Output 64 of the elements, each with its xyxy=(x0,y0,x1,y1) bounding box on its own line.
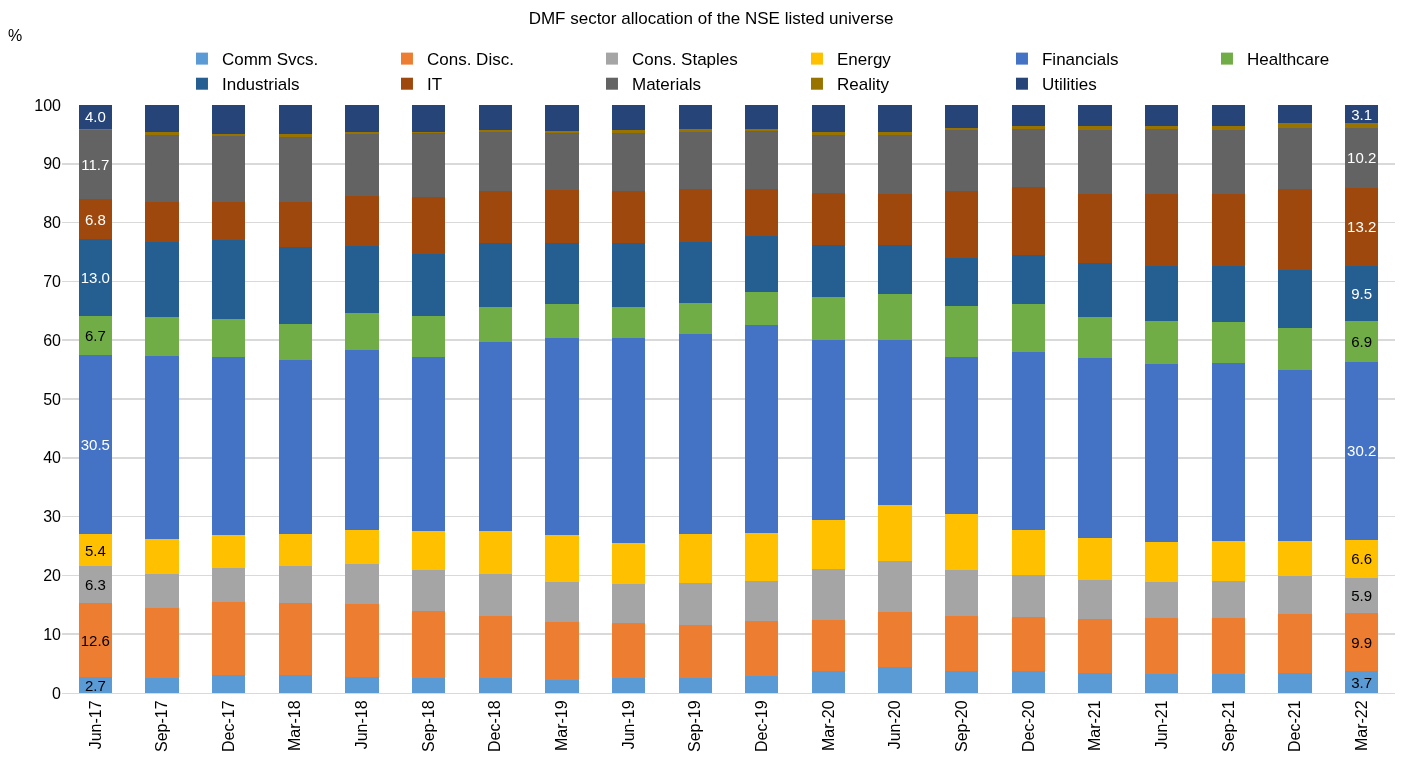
x-tick-label: Dec-18 xyxy=(486,700,504,752)
x-tick-label: Sep-20 xyxy=(952,700,970,752)
chart-title: DMF sector allocation of the NSE listed universe xyxy=(528,8,894,28)
y-tick-label: 20 xyxy=(43,567,62,584)
legend-label: Cons. Disc. xyxy=(426,50,514,70)
x-tick-label: Jun-18 xyxy=(353,700,371,750)
x-tick-label: Dec-19 xyxy=(753,700,771,752)
x-tick-label: Jun-19 xyxy=(619,700,637,750)
data-label: 12.6 xyxy=(80,631,110,649)
legend-label: Reality xyxy=(836,75,890,95)
legend-label: IT xyxy=(426,75,443,95)
y-tick-label: 100 xyxy=(34,96,62,114)
x-tick-label: Sep-19 xyxy=(686,700,704,752)
x-tick-label: Mar-18 xyxy=(286,700,304,752)
x-tick-label: Jun-20 xyxy=(886,700,904,750)
data-label: 2.7 xyxy=(84,676,106,694)
y-tick-label: 50 xyxy=(43,390,62,408)
data-label: 13.0 xyxy=(80,268,110,286)
data-label: 30.2 xyxy=(1347,442,1377,460)
x-tick-label: Mar-22 xyxy=(1352,700,1370,752)
legend-label: Financials xyxy=(1041,50,1119,70)
data-label: 6.8 xyxy=(84,210,106,228)
y-tick-label: 0 xyxy=(52,684,62,702)
data-label: 3.7 xyxy=(1351,673,1373,691)
data-label: 4.0 xyxy=(84,108,106,126)
x-tick-label: Dec-20 xyxy=(1019,700,1037,752)
data-label: 9.5 xyxy=(1351,284,1373,302)
y-tick-label: 70 xyxy=(43,273,62,290)
x-tick-label: Sep-18 xyxy=(419,700,437,752)
legend-label: Energy xyxy=(836,50,892,70)
data-label: 6.9 xyxy=(1351,333,1373,351)
data-label: 6.3 xyxy=(84,576,106,594)
y-tick-label: 80 xyxy=(43,214,62,232)
legend-label: Materials xyxy=(631,75,701,95)
legend-label: Industrials xyxy=(221,75,300,95)
y-tick-label: 30 xyxy=(43,508,62,526)
data-label: 10.2 xyxy=(1347,149,1377,167)
x-tick-label: Mar-19 xyxy=(553,700,571,752)
legend-label: Cons. Staples xyxy=(631,50,738,70)
data-label: 5.9 xyxy=(1351,587,1373,605)
legend-label: Utilities xyxy=(1041,75,1097,95)
data-label: 3.1 xyxy=(1351,105,1373,123)
data-label: 13.2 xyxy=(1347,218,1377,236)
legend-label: Healthcare xyxy=(1246,50,1330,70)
data-label: 6.7 xyxy=(84,326,106,344)
data-label: 6.6 xyxy=(1351,550,1373,568)
legend-label: Comm Svcs. xyxy=(221,50,319,70)
data-label: 30.5 xyxy=(80,436,110,454)
y-tick-label: 90 xyxy=(43,155,62,173)
x-tick-label: Mar-21 xyxy=(1086,700,1104,752)
data-label: 5.4 xyxy=(84,541,106,559)
y-axis-title: % xyxy=(8,27,23,44)
y-tick-label: 40 xyxy=(43,449,62,467)
data-label: 11.7 xyxy=(81,156,110,174)
x-tick-label: Jun-17 xyxy=(86,700,104,750)
x-tick-label: Sep-21 xyxy=(1219,700,1237,752)
x-tick-label: Dec-21 xyxy=(1286,700,1304,752)
y-tick-label: 10 xyxy=(43,625,62,643)
x-tick-label: Mar-20 xyxy=(819,700,837,752)
y-tick-label: 60 xyxy=(43,331,62,349)
x-tick-label: Sep-17 xyxy=(153,700,171,752)
x-tick-label: Jun-21 xyxy=(1152,700,1170,750)
data-label: 9.9 xyxy=(1351,633,1373,651)
x-tick-label: Dec-17 xyxy=(219,700,237,752)
